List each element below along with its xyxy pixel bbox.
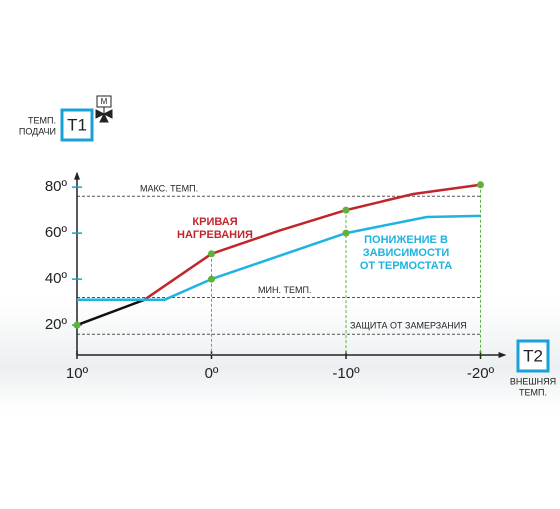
x-tick-label: 10º [66,365,89,382]
y-tick-label: 60º [45,224,68,241]
data-dot [477,181,484,189]
t2-label: T2 [523,346,543,365]
x-tick-label: -10º [332,365,360,382]
data-dot [208,275,215,283]
t1-box [60,108,94,142]
valve-label: М [101,97,108,106]
reference-label: МАКС. ТЕМП. [140,184,198,194]
x-label: ВНЕШНЯЯ [510,376,556,386]
data-dot [73,321,81,329]
x-tick-label: -20º [467,365,495,382]
reference-label: ЗАЩИТА ОТ ЗАМЕРЗАНИЯ [350,321,467,331]
y-tick-label: 40º [45,270,68,287]
data-dot [208,250,215,258]
y-tick-label: 20º [45,316,68,333]
reference-label: МИН. ТЕМП. [258,285,311,295]
series-label: НАГРЕВАНИЯ [177,229,253,241]
series-line [143,183,481,301]
data-dot [342,229,350,237]
t1-label: T1 [67,115,87,134]
x-tick-label: 0º [205,365,219,382]
y-label: ПОДАЧИ [19,126,56,136]
series-label: КРИВАЯ [192,216,237,228]
series-label: ПОНИЖЕНИЕ В [364,234,448,246]
x-label: ТЕМП. [519,387,547,397]
series-label: ЗАВИСИМОСТИ [363,247,450,259]
series-label: ОТ ТЕРМОСТАТА [360,260,452,272]
t2-box [516,339,550,373]
background [0,300,560,412]
y-tick-label: 80º [45,178,68,195]
series-start-segment [76,298,145,327]
valve-icon [95,107,113,123]
y-label: ТЕМП. [28,115,56,125]
data-dot [342,206,350,214]
series-line [77,214,481,302]
x-axis-arrow [498,352,507,358]
y-axis-arrow [74,171,80,180]
